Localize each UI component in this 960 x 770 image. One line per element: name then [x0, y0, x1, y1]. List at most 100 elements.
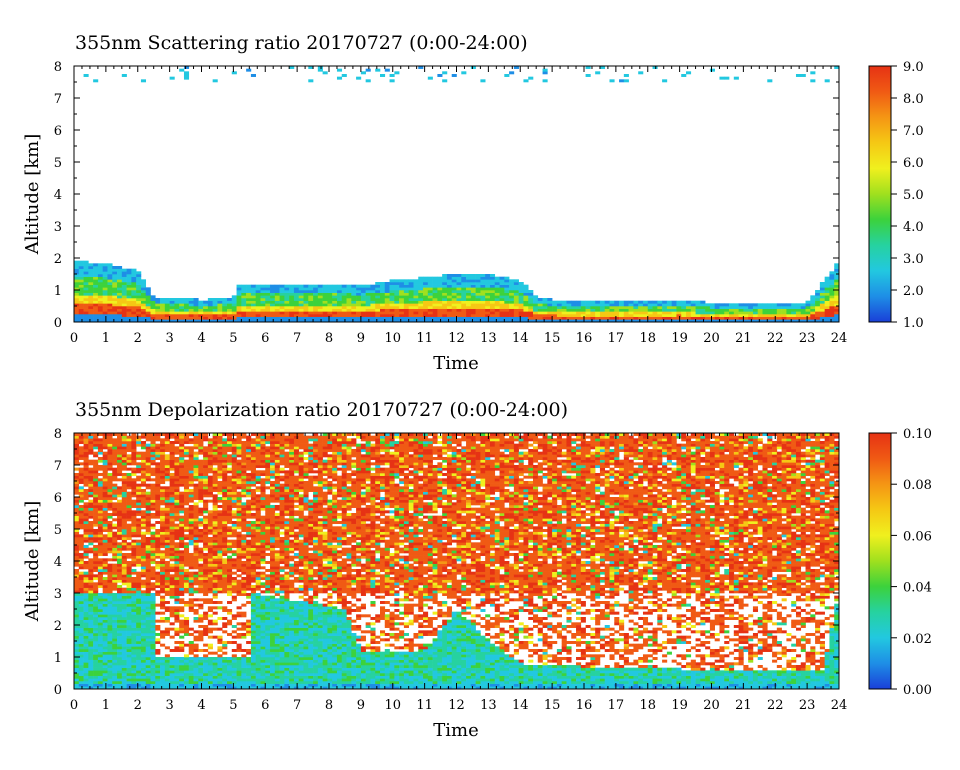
heatmap-area: [74, 66, 839, 322]
y-tick-label: 7: [54, 92, 62, 107]
colorbar-tick-label: 0.10: [903, 427, 932, 442]
y-tick-label: 7: [54, 459, 62, 474]
x-tick-label: 6: [261, 698, 269, 713]
x-tick-label: 21: [735, 698, 752, 713]
x-axis-label: Time: [433, 720, 478, 741]
x-tick-label: 23: [799, 698, 816, 713]
y-axis-label: Altitude [km]: [22, 134, 43, 256]
x-tick-label: 12: [448, 698, 465, 713]
x-tick-label: 2: [134, 698, 142, 713]
x-tick-label: 16: [576, 698, 593, 713]
y-tick-label: 4: [54, 555, 62, 570]
x-tick-label: 10: [384, 331, 401, 346]
x-tick-label: 8: [325, 331, 333, 346]
x-tick-label: 4: [197, 331, 205, 346]
y-tick-label: 3: [54, 220, 62, 235]
y-tick-label: 1: [54, 651, 62, 666]
colorbar-tick-label: 9.0: [903, 60, 924, 75]
x-axis-label: Time: [433, 353, 478, 374]
x-tick-label: 20: [703, 331, 720, 346]
x-tick-label: 20: [703, 698, 720, 713]
colorbar-tick-label: 4.0: [903, 220, 924, 235]
x-tick-label: 15: [544, 331, 561, 346]
y-tick-label: 3: [54, 587, 62, 602]
colorbar-tick-label: 2.0: [903, 284, 924, 299]
x-tick-label: 6: [261, 331, 269, 346]
chart-title: 355nm Scattering ratio 20170727 (0:00-24…: [75, 32, 528, 54]
colorbar-tick-label: 0.02: [903, 632, 932, 647]
colorbar-tick-label: 1.0: [903, 316, 924, 331]
x-tick-label: 9: [357, 331, 365, 346]
colorbar-tick-label: 5.0: [903, 188, 924, 203]
x-tick-label: 18: [639, 698, 656, 713]
x-tick-label: 7: [293, 698, 301, 713]
y-tick-label: 0: [54, 683, 62, 698]
x-tick-label: 17: [608, 331, 625, 346]
y-tick-label: 2: [54, 252, 62, 267]
x-tick-label: 3: [165, 698, 173, 713]
x-tick-label: 8: [325, 698, 333, 713]
colorbar-tick-label: 0.00: [903, 683, 932, 698]
y-tick-label: 5: [54, 156, 62, 171]
y-tick-label: 6: [54, 491, 62, 506]
colorbar-ticks: 1.0 2.0 3.0 4.0 5.0 6.0 7.0 8.0 9.0: [891, 60, 924, 331]
colorbar-scale: [869, 433, 891, 689]
scattering-ratio-panel: 355nm Scattering ratio 20170727 (0:00-24…: [22, 32, 924, 374]
x-tick-label: 17: [608, 698, 625, 713]
x-tick-label: 10: [384, 698, 401, 713]
y-tick-label: 4: [54, 188, 62, 203]
y-tick-label: 2: [54, 619, 62, 634]
colorbar-scale: [869, 66, 891, 322]
colorbar-tick-label: 3.0: [903, 252, 924, 267]
x-tick-label: 3: [165, 331, 173, 346]
x-tick-label: 9: [357, 698, 365, 713]
y-tick-label: 8: [54, 60, 62, 75]
x-tick-label: 24: [831, 698, 848, 713]
x-tick-label: 15: [544, 698, 561, 713]
colorbar-tick-label: 0.08: [903, 478, 932, 493]
colorbar: 1.0 2.0 3.0 4.0 5.0 6.0 7.0 8.0 9.0: [869, 60, 924, 331]
x-tick-label: 11: [416, 331, 433, 346]
x-tick-label: 22: [767, 331, 784, 346]
colorbar-tick-label: 0.04: [903, 581, 932, 596]
colorbar-tick-label: 7.0: [903, 124, 924, 139]
colorbar-tick-label: 6.0: [903, 156, 924, 171]
colorbar-tick-label: 8.0: [903, 92, 924, 107]
x-tick-label: 22: [767, 698, 784, 713]
colorbar: 0.00 0.02 0.04 0.06 0.08 0.10: [869, 427, 932, 698]
x-tick-label: 23: [799, 331, 816, 346]
chart-title: 355nm Depolarization ratio 20170727 (0:0…: [75, 399, 568, 421]
x-tick-label: 0: [70, 331, 78, 346]
y-tick-label: 0: [54, 316, 62, 331]
colorbar-ticks: 0.00 0.02 0.04 0.06 0.08 0.10: [891, 427, 932, 698]
x-tick-label: 7: [293, 331, 301, 346]
x-tick-label: 5: [229, 698, 237, 713]
x-tick-label: 19: [671, 698, 688, 713]
x-tick-label: 14: [512, 698, 529, 713]
y-tick-label: 5: [54, 523, 62, 538]
x-tick-label: 13: [480, 331, 497, 346]
heatmap-area: [74, 433, 839, 689]
x-tick-label: 5: [229, 331, 237, 346]
x-tick-label: 0: [70, 698, 78, 713]
x-tick-label: 19: [671, 331, 688, 346]
x-tick-label: 12: [448, 331, 465, 346]
y-tick-label: 8: [54, 427, 62, 442]
colorbar-tick-label: 0.06: [903, 529, 932, 544]
y-tick-label: 6: [54, 124, 62, 139]
x-tick-label: 14: [512, 331, 529, 346]
x-tick-label: 21: [735, 331, 752, 346]
depolarization-ratio-panel: 355nm Depolarization ratio 20170727 (0:0…: [22, 399, 932, 741]
y-axis-label: Altitude [km]: [22, 501, 43, 623]
x-tick-label: 2: [134, 331, 142, 346]
x-tick-label: 4: [197, 698, 205, 713]
x-tick-label: 11: [416, 698, 433, 713]
x-tick-label: 1: [102, 698, 110, 713]
x-tick-label: 24: [831, 331, 848, 346]
x-tick-label: 18: [639, 331, 656, 346]
x-tick-label: 1: [102, 331, 110, 346]
y-tick-label: 1: [54, 284, 62, 299]
x-tick-label: 16: [576, 331, 593, 346]
x-tick-label: 13: [480, 698, 497, 713]
